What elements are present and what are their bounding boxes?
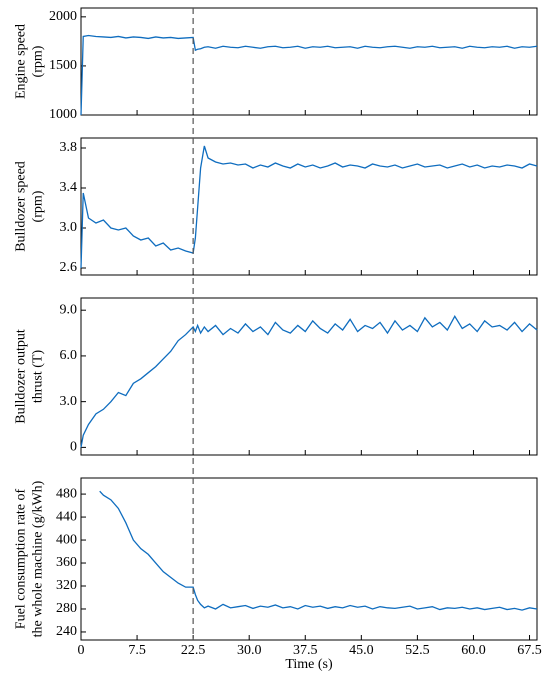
x-tick-label: 37.5 xyxy=(293,643,318,658)
y-tick-label: 3.4 xyxy=(60,180,78,195)
y-tick-label: 240 xyxy=(56,624,77,639)
data-line xyxy=(80,34,538,116)
y-tick-label: 440 xyxy=(56,509,77,524)
y-tick-label: 0 xyxy=(70,440,77,455)
x-tick-label: 30.0 xyxy=(237,643,262,658)
y-tick-label: 400 xyxy=(56,532,77,547)
plot-frame xyxy=(80,7,538,116)
y-axis-label: Bulldozer output xyxy=(14,329,29,424)
x-tick-label: 52.5 xyxy=(405,643,430,658)
x-axis-label: Time (s) xyxy=(285,657,333,672)
y-axis-label: Engine speed xyxy=(14,24,29,99)
y-tick-label: 2000 xyxy=(49,9,77,24)
y-tick-label: 360 xyxy=(56,555,77,570)
plot-frame xyxy=(80,477,538,641)
plot-frame xyxy=(80,137,538,276)
y-axis-label: (rpm) xyxy=(31,45,46,77)
y-tick-label: 480 xyxy=(56,486,77,501)
y-tick-label: 280 xyxy=(56,601,77,616)
y-axis-label: Fuel consumption rate of xyxy=(14,488,29,629)
y-tick-label: 320 xyxy=(56,578,77,593)
y-axis-label: (rpm) xyxy=(31,190,46,222)
y-tick-label: 1000 xyxy=(49,107,77,122)
data-line xyxy=(80,145,538,269)
x-tick-label: 60.0 xyxy=(461,643,486,658)
y-axis-label: the whole machine (g/kWh) xyxy=(31,480,46,637)
x-tick-label: 0 xyxy=(78,643,85,658)
y-tick-label: 3.0 xyxy=(60,220,78,235)
x-tick-label: 22.5 xyxy=(181,643,206,658)
y-tick-label: 6.0 xyxy=(60,348,78,363)
data-line xyxy=(80,314,538,448)
x-tick-label: 45.0 xyxy=(349,643,374,658)
y-tick-label: 2.6 xyxy=(60,260,78,275)
data-line xyxy=(99,490,538,611)
x-tick-label: 7.5 xyxy=(128,643,146,658)
y-axis-label: thrust (T) xyxy=(31,350,46,404)
y-tick-label: 3.8 xyxy=(60,140,78,155)
y-axis-label: Bulldozer speed xyxy=(14,161,29,252)
x-tick-label: 67.5 xyxy=(517,643,542,658)
y-tick-label: 9.0 xyxy=(60,302,78,317)
plot-frame xyxy=(80,297,538,456)
y-tick-label: 3.0 xyxy=(60,394,78,409)
y-tick-label: 1500 xyxy=(49,58,77,73)
